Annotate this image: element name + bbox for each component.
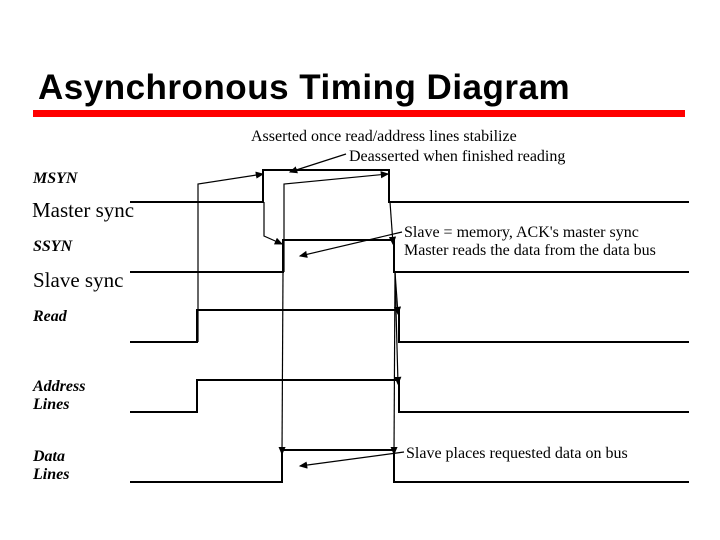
causality-arrow-0 [198, 174, 263, 342]
causality-arrow-5 [390, 202, 393, 244]
waveform-ssyn [130, 240, 689, 272]
causality-arrow-3 [284, 174, 388, 272]
waveform-data-lines [130, 450, 689, 482]
causality-arrow-4 [282, 272, 283, 454]
annotation-pointer-2 [300, 452, 404, 466]
causality-arrow-8 [394, 272, 395, 454]
causality-arrow-2 [264, 202, 282, 244]
waveform-read [130, 310, 689, 342]
waveform-msyn [130, 170, 689, 202]
waveform-address-lines [130, 380, 689, 412]
causality-arrows [198, 174, 398, 454]
annotation-pointer-1 [300, 232, 402, 256]
timing-diagram [0, 0, 720, 540]
waveforms [130, 170, 689, 482]
